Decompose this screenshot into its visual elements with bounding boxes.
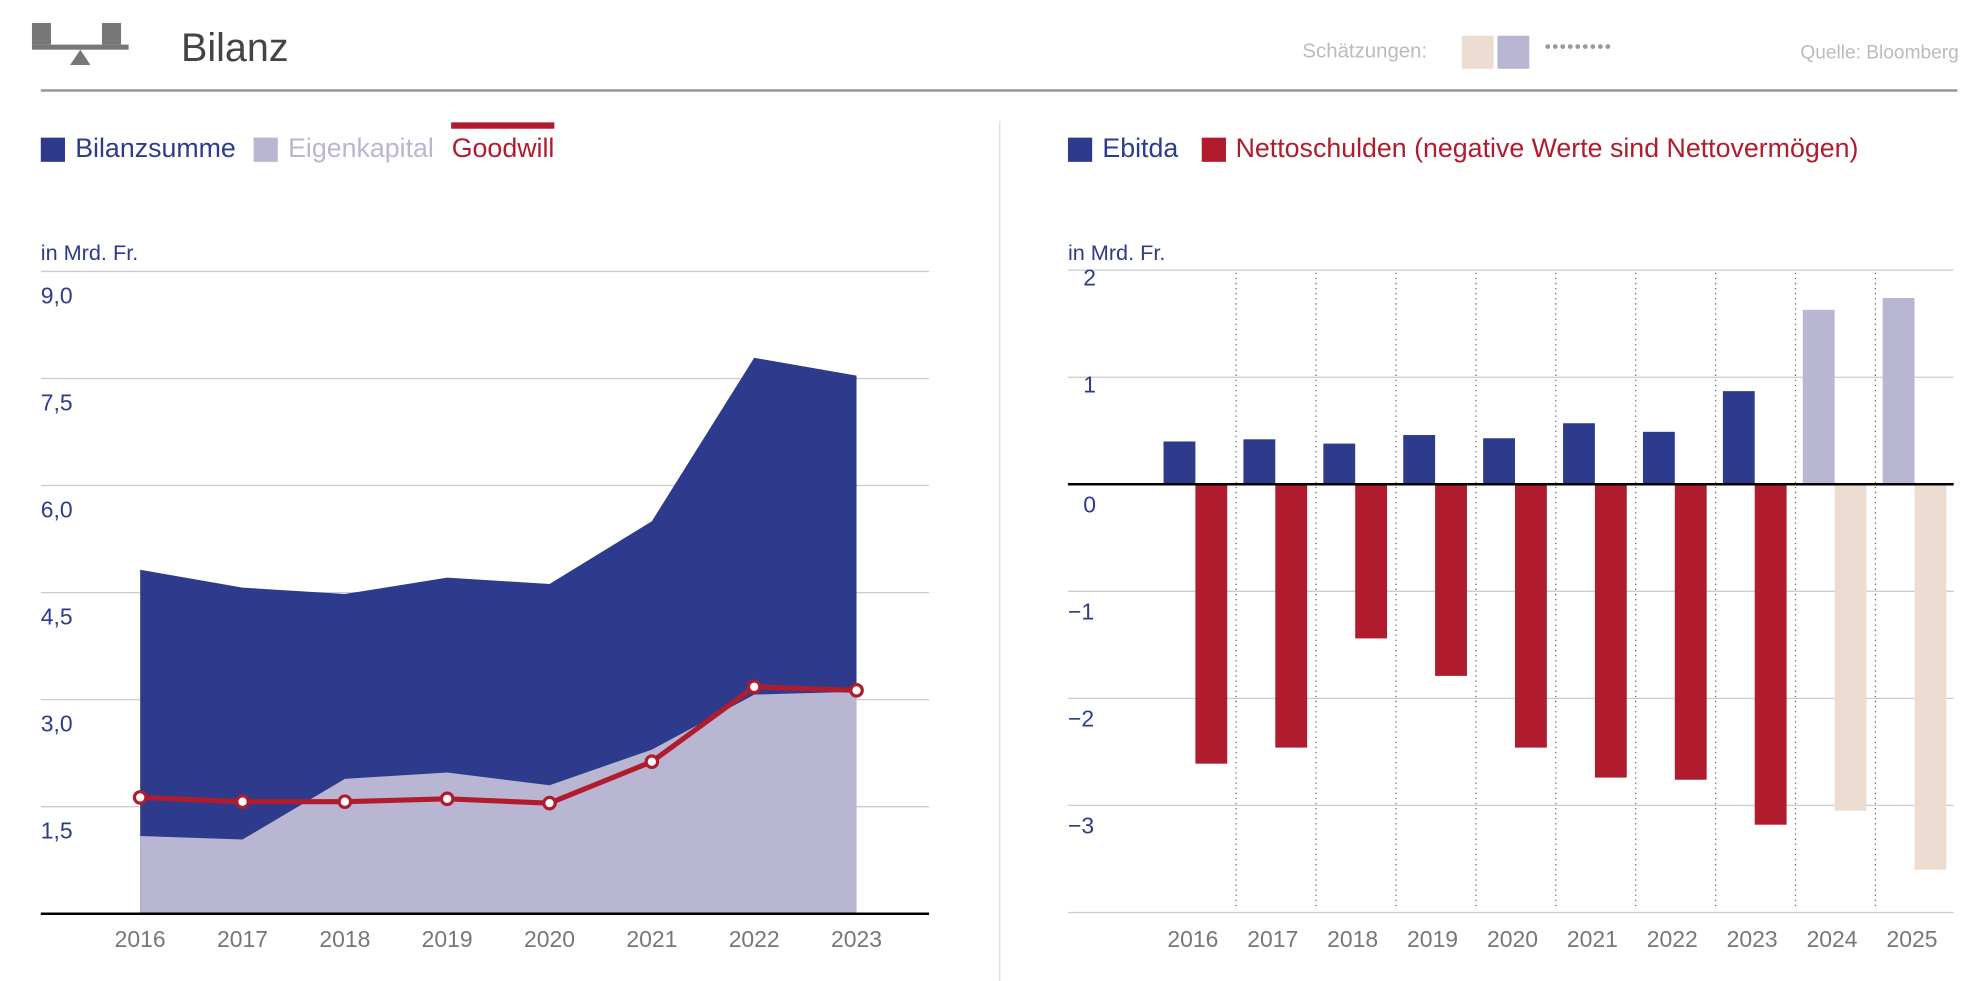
goodwill-point	[132, 790, 148, 805]
goodwill-point	[849, 683, 864, 698]
y-tick-label: 4,5	[41, 603, 73, 629]
source-label: Quelle: Bloomberg	[1800, 42, 1959, 64]
y-tick-label: 1	[1083, 372, 1096, 398]
x-tick-label: 2018	[319, 926, 370, 952]
header-divider	[40, 89, 1958, 92]
nettoschulden-bar	[1674, 484, 1707, 780]
left-legend: Bilanzsumme Eigenkapital Goodwill	[40, 122, 555, 165]
x-tick-label: 2018	[1327, 926, 1378, 952]
legend-label-ebitda: Ebitda	[1102, 133, 1179, 164]
y-tick-label: −1	[1068, 598, 1094, 624]
y-axis-label: in Mrd. Fr.	[1068, 240, 1165, 265]
ebitda-bar	[1403, 435, 1436, 485]
x-tick-label: 2016	[1167, 926, 1218, 952]
right-legend: Ebitda Nettoschulden (negative Werte sin…	[1067, 133, 1859, 165]
y-tick-label: 3,0	[41, 711, 73, 737]
x-tick-label: 2022	[1647, 926, 1698, 952]
goodwill-point	[235, 794, 250, 810]
ebitda-bar	[1483, 438, 1516, 485]
legend-label-eigenkapital: Eigenkapital	[288, 133, 434, 164]
y-tick-label: 1,5	[41, 818, 73, 844]
nettoschulden-bar	[1435, 484, 1467, 676]
nettoschulden-bar	[1355, 484, 1388, 639]
ebitda-bar	[1323, 443, 1356, 485]
legend-label-goodwill: Goodwill	[451, 122, 555, 164]
nettoschulden-bar	[1275, 484, 1308, 748]
chart-divider	[999, 121, 1001, 981]
ebitda-bar	[1882, 298, 1915, 485]
x-tick-label: 2024	[1807, 926, 1858, 952]
x-tick-label: 2019	[1407, 926, 1458, 952]
estimate-dots: •••••••••	[1544, 35, 1613, 57]
estimate-swatch-lavender	[1497, 35, 1530, 69]
goodwill-point	[746, 679, 762, 695]
legend-label-nettoschulden: Nettoschulden (negative Werte sind Netto…	[1235, 133, 1859, 164]
x-tick-label: 2017	[1247, 926, 1298, 952]
goodwill-point	[542, 795, 557, 811]
nettoschulden-bar	[1195, 484, 1228, 764]
estimate-swatch-beige	[1461, 35, 1494, 69]
y-tick-label: 0	[1083, 491, 1096, 517]
ebitda-bar	[1642, 431, 1675, 485]
goodwill-point	[337, 794, 353, 810]
y-tick-label: −3	[1068, 812, 1094, 838]
y-tick-label: 2	[1083, 264, 1096, 290]
nettoschulden-bar	[1515, 484, 1547, 748]
y-tick-label: −2	[1068, 705, 1094, 731]
y-tick-label: 7,5	[41, 389, 73, 415]
ebitda-bar	[1243, 439, 1276, 485]
legend-swatch-ebitda	[1067, 136, 1093, 162]
legend-label-bilanzsumme: Bilanzsumme	[75, 133, 236, 164]
y-axis-label: in Mrd. Fr.	[41, 240, 138, 265]
x-tick-label: 2017	[217, 926, 268, 952]
estimates-label: Schätzungen:	[1302, 40, 1428, 63]
x-tick-label: 2021	[1567, 926, 1618, 952]
goodwill-line	[140, 684, 857, 806]
x-tick-label: 2020	[1487, 926, 1538, 952]
x-tick-label: 2016	[115, 926, 166, 952]
nettoschulden-bar	[1834, 484, 1867, 811]
ebitda-bar	[1563, 423, 1595, 485]
nettoschulden-bar	[1914, 484, 1947, 870]
x-tick-label: 2023	[831, 926, 882, 952]
legend-swatch-bilanzsumme	[40, 136, 65, 162]
x-tick-label: 2019	[422, 926, 473, 952]
x-tick-label: 2025	[1886, 926, 1937, 952]
nettoschulden-bar	[1754, 484, 1787, 825]
balance-scale-icon	[31, 22, 129, 65]
legend-swatch-nettoschulden	[1201, 136, 1226, 162]
x-tick-label: 2022	[729, 926, 780, 952]
ebitda-bar	[1802, 309, 1835, 485]
goodwill-point	[439, 791, 455, 807]
x-tick-label: 2020	[524, 926, 575, 952]
page-title: Bilanz	[180, 25, 289, 71]
nettoschulden-bar	[1594, 484, 1627, 778]
ebitda-bar	[1722, 391, 1755, 485]
legend-swatch-eigenkapital	[253, 136, 278, 162]
goodwill-point	[644, 754, 660, 770]
y-tick-label: 6,0	[41, 496, 73, 522]
bilanz-area-chart: in Mrd. Fr. 1,5 3,0 4,5 6,0 7,5 9,0 2016 2017 201…	[40, 240, 930, 952]
x-tick-label: 2021	[626, 926, 677, 952]
y-tick-label: 9,0	[41, 282, 73, 308]
ebitda-bar	[1163, 441, 1196, 485]
x-tick-label: 2023	[1727, 926, 1778, 952]
